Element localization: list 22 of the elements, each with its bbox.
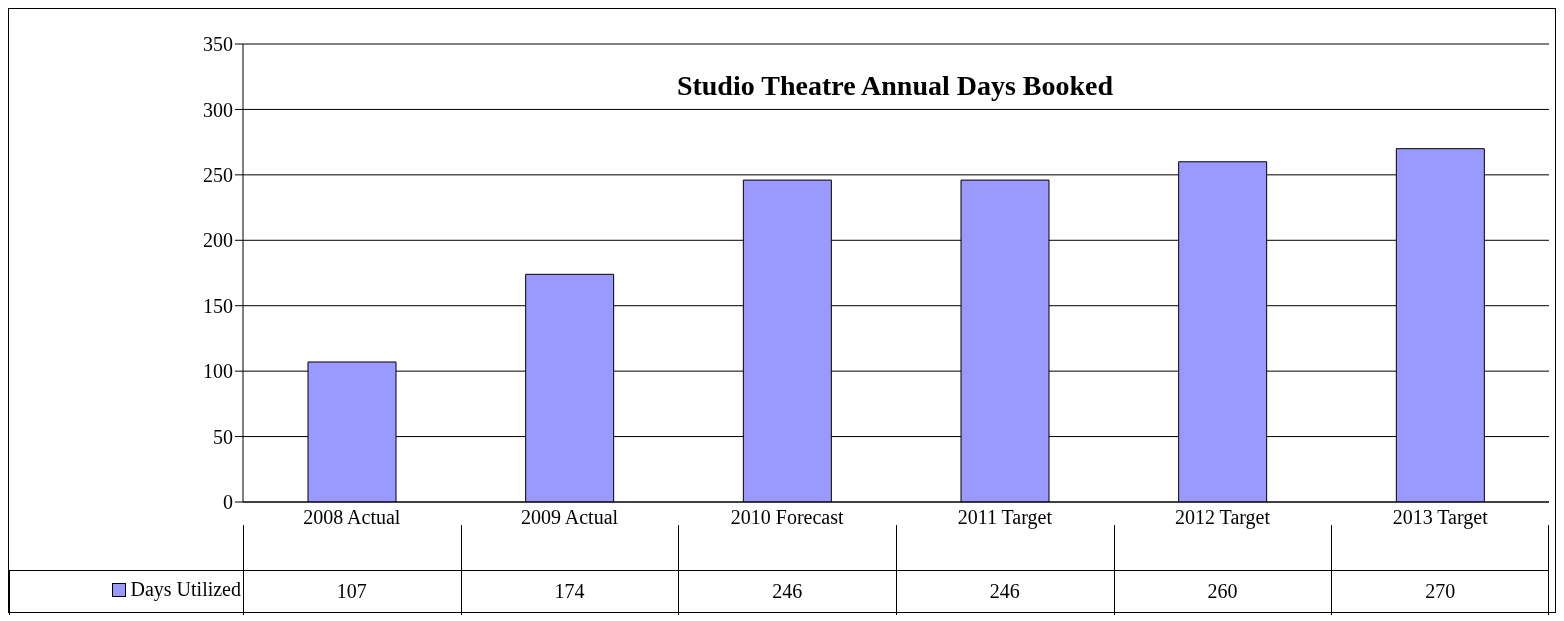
x-tick-label: 2010 Forecast	[730, 506, 844, 529]
y-tick-label: 350	[203, 33, 233, 56]
data-label: 246	[988, 580, 1021, 603]
y-tick-label: 250	[203, 163, 233, 186]
y-tick-label: 50	[213, 425, 233, 448]
data-label: 107	[335, 580, 368, 603]
y-tick-label: 150	[203, 294, 233, 317]
x-tick-label: 2012 Target	[1174, 506, 1271, 530]
data-label: 174	[553, 580, 586, 603]
y-tick-label: 200	[203, 229, 233, 252]
y-tick-label: 100	[203, 360, 233, 383]
legend-label: Days Utilized	[130, 578, 241, 601]
x-tick-label: 2011 Target	[957, 506, 1053, 530]
text: Studio Theatre Annual Days Booked	[675, 70, 1115, 102]
y-tick-label: 0	[223, 491, 233, 514]
y-tick-label: 300	[203, 98, 233, 121]
x-tick-label: 2009 Actual	[520, 506, 619, 529]
data-label: 260	[1206, 580, 1239, 603]
x-tick-label: 2008 Actual	[303, 506, 401, 529]
data-label: 270	[1424, 580, 1457, 603]
data-label: 246	[771, 580, 804, 603]
x-tick-label: 2013 Target	[1392, 506, 1489, 530]
